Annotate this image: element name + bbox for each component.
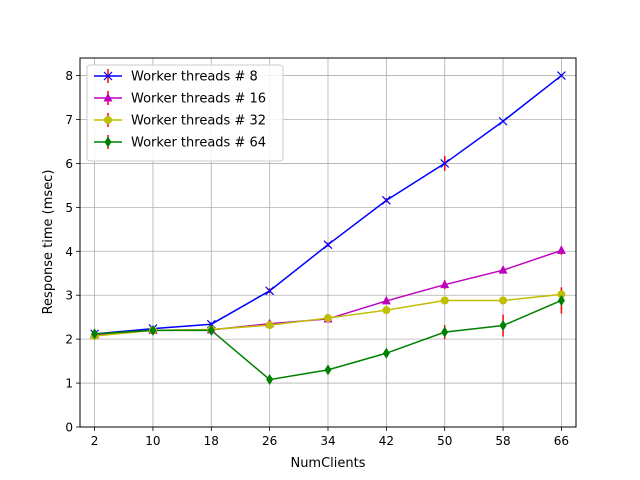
data-point (265, 321, 274, 330)
legend-label: Worker threads # 8 (131, 70, 258, 85)
data-point (556, 71, 566, 80)
data-point (266, 374, 274, 386)
data-point (499, 320, 507, 332)
data-point (440, 279, 450, 289)
data-point (381, 295, 391, 305)
x-axis: 2 10 18 26 34 42 50 58 66 (91, 427, 569, 448)
y-tick-label: 5 (65, 201, 73, 215)
y-axis: 0 1 2 3 4 5 6 7 8 (65, 69, 80, 435)
legend-item: Worker threads # 8 (94, 69, 258, 85)
data-point (382, 306, 391, 315)
y-tick-label: 3 (65, 289, 73, 303)
x-tick-label: 50 (437, 434, 452, 448)
series-markers (90, 71, 566, 386)
legend-item: Worker threads # 32 (94, 113, 266, 129)
x-tick-label: 26 (262, 434, 277, 448)
legend-item: Worker threads # 64 (94, 135, 266, 151)
data-point (149, 324, 157, 336)
y-axis-label: Response time (msec) (41, 170, 56, 315)
data-point (441, 326, 449, 338)
data-point (324, 314, 332, 323)
x-tick-label: 2 (91, 434, 99, 448)
data-point (557, 290, 566, 299)
x-tick-label: 34 (320, 434, 335, 448)
legend-swatch-marker (104, 116, 112, 124)
data-point (440, 296, 449, 305)
data-point (440, 159, 450, 168)
legend-label: Worker threads # 32 (131, 114, 266, 129)
x-tick-label: 18 (204, 434, 219, 448)
legend-swatch-marker (103, 93, 113, 102)
x-tick-label: 66 (554, 434, 569, 448)
data-point (557, 294, 565, 306)
data-point (556, 245, 566, 254)
legend-label: Worker threads # 64 (131, 136, 266, 151)
data-point (499, 296, 508, 305)
y-tick-label: 7 (65, 113, 73, 127)
y-tick-label: 2 (65, 333, 73, 347)
y-tick-label: 1 (65, 377, 73, 391)
x-axis-label: NumClients (290, 456, 365, 471)
data-point (324, 364, 332, 376)
legend-label: Worker threads # 16 (131, 92, 266, 107)
data-point (323, 240, 333, 250)
x-tick-label: 42 (379, 434, 394, 448)
y-tick-label: 4 (65, 245, 73, 259)
data-point (382, 347, 390, 359)
legend-swatch-marker (103, 71, 113, 81)
data-point (498, 265, 508, 274)
y-tick-label: 6 (65, 157, 73, 171)
x-tick-label: 10 (145, 434, 160, 448)
legend: Worker threads # 8 Worker threads # 16 Wor… (86, 64, 284, 162)
data-point (207, 324, 215, 336)
data-point (498, 116, 508, 126)
data-point (265, 286, 275, 296)
data-point (91, 328, 99, 340)
legend-box (86, 64, 284, 162)
y-tick-label: 8 (65, 69, 73, 83)
legend-swatch-marker (104, 136, 112, 148)
data-point (381, 195, 391, 205)
y-tick-label: 0 (65, 421, 73, 435)
x-tick-label: 58 (495, 434, 510, 448)
legend-item: Worker threads # 16 (94, 91, 266, 107)
